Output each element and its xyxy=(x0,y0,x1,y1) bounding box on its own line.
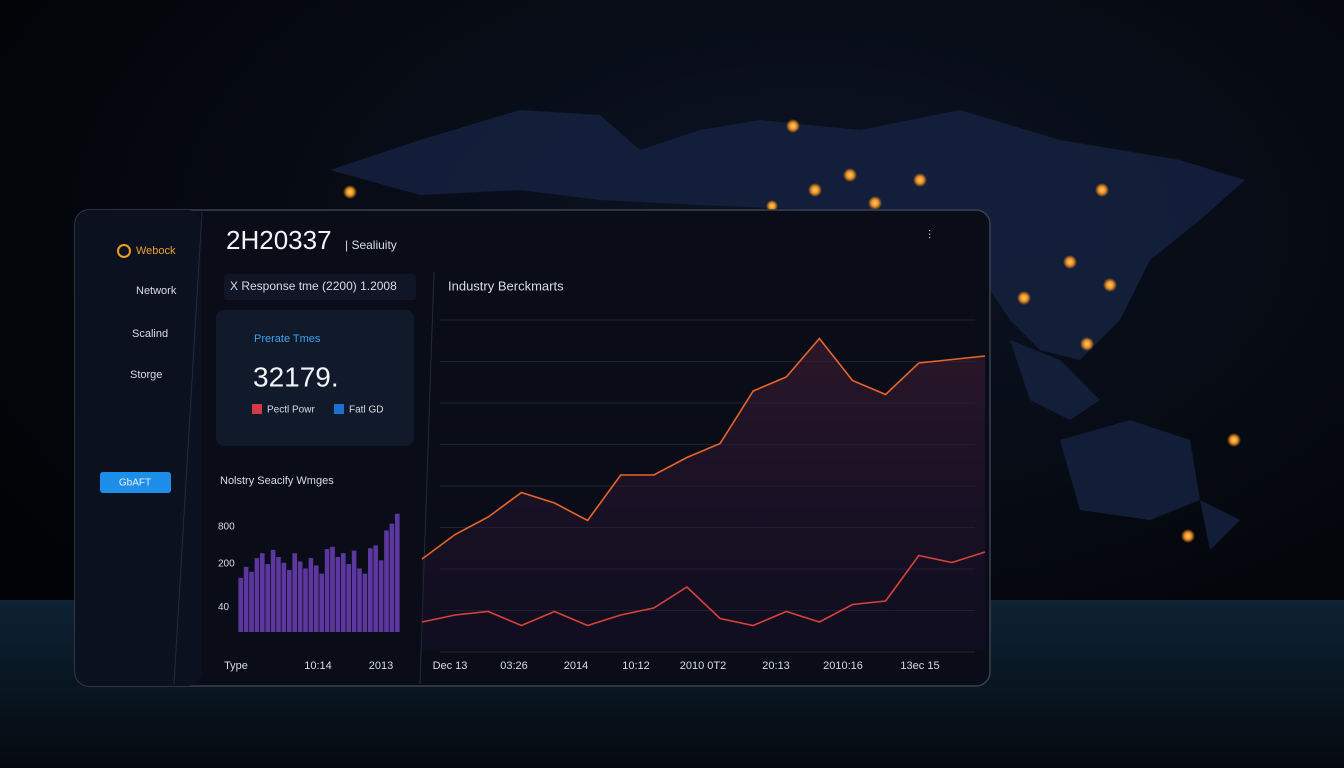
line-chart-title: Industry Berckmarts xyxy=(448,278,564,293)
bar xyxy=(297,561,303,632)
bar xyxy=(292,553,297,632)
bar xyxy=(341,553,346,632)
bar xyxy=(276,557,281,632)
legend-swatch xyxy=(252,404,262,414)
x-tick-label: 10:14 xyxy=(304,660,332,672)
x-tick-label: 03:26 xyxy=(500,660,528,672)
bar-chart-title: Nolstry Seacify Wmges xyxy=(220,475,334,487)
legend-label: Pectl Powr xyxy=(267,405,315,416)
x-tick-label: 10:12 xyxy=(622,660,650,672)
bar xyxy=(281,562,287,632)
bar xyxy=(243,566,249,632)
header-title: 2H20337 xyxy=(226,225,332,255)
bar xyxy=(330,546,335,632)
stat-card xyxy=(216,310,414,446)
bar xyxy=(260,553,265,632)
filter-label[interactable]: X Response tme (2200) 1.2008 xyxy=(230,279,397,293)
y-tick-label: 200 xyxy=(218,559,235,570)
stat-label: Prerate Tmes xyxy=(254,333,321,345)
world-map xyxy=(330,110,1245,550)
sidebar xyxy=(75,210,202,686)
bar xyxy=(389,523,395,632)
x-tick-label: 20:13 xyxy=(762,660,790,672)
brand: Webock xyxy=(136,245,176,257)
brand-icon xyxy=(117,244,131,258)
bar xyxy=(287,570,292,632)
bar xyxy=(395,513,400,632)
bar xyxy=(308,558,314,632)
bar xyxy=(238,577,243,632)
legend-label: Fatl GD xyxy=(349,405,383,416)
nav-item[interactable]: Scalind xyxy=(132,328,168,340)
bar xyxy=(335,557,341,632)
bar xyxy=(314,565,319,632)
x-tick-label: 2010 0T2 xyxy=(680,660,726,672)
bar xyxy=(249,571,254,632)
sidebar-divider xyxy=(173,211,203,685)
bar xyxy=(319,573,324,632)
header-subtitle: | Sealiuity xyxy=(345,238,397,252)
x-tick-label: 13ec 15 xyxy=(900,660,939,672)
line xyxy=(421,337,986,560)
bar xyxy=(254,558,260,632)
x-tick-label: Dec 13 xyxy=(433,660,468,672)
stat-legend: Pectl Powr Fatl GD xyxy=(252,404,383,416)
bar xyxy=(346,564,351,632)
sidebar-button[interactable] xyxy=(100,472,171,493)
bar xyxy=(270,549,276,632)
filter-dropdown[interactable] xyxy=(224,274,416,300)
map-dots xyxy=(343,119,1241,543)
x-tick-label: 2010:16 xyxy=(823,660,863,672)
header-icon[interactable]: ⫶ xyxy=(928,228,931,242)
button-label[interactable]: GbAFT xyxy=(119,478,151,489)
nav-item[interactable]: Network xyxy=(136,285,177,297)
bar xyxy=(324,549,330,632)
x-tick-label: 2013 xyxy=(369,660,393,672)
charts: 800 200 40 Type 10:14 2013 Dec 13 03:26 2014 10:1… xyxy=(218,319,986,672)
stat-value: 32179. xyxy=(253,361,339,392)
bar xyxy=(378,560,384,632)
area xyxy=(422,338,985,650)
bar xyxy=(351,550,357,632)
bar xyxy=(303,568,308,632)
nav-item[interactable]: Storge xyxy=(130,369,162,381)
line xyxy=(421,551,986,627)
bar xyxy=(368,548,373,632)
bar xyxy=(373,545,378,632)
x-tick-label: Type xyxy=(224,660,248,672)
y-tick-label: 800 xyxy=(218,521,235,532)
bar xyxy=(384,530,389,632)
bar xyxy=(362,573,368,632)
bar xyxy=(357,568,362,632)
x-tick-label: 2014 xyxy=(564,660,588,672)
y-tick-label: 40 xyxy=(218,602,230,613)
legend-swatch xyxy=(334,404,344,414)
bar xyxy=(265,564,270,632)
